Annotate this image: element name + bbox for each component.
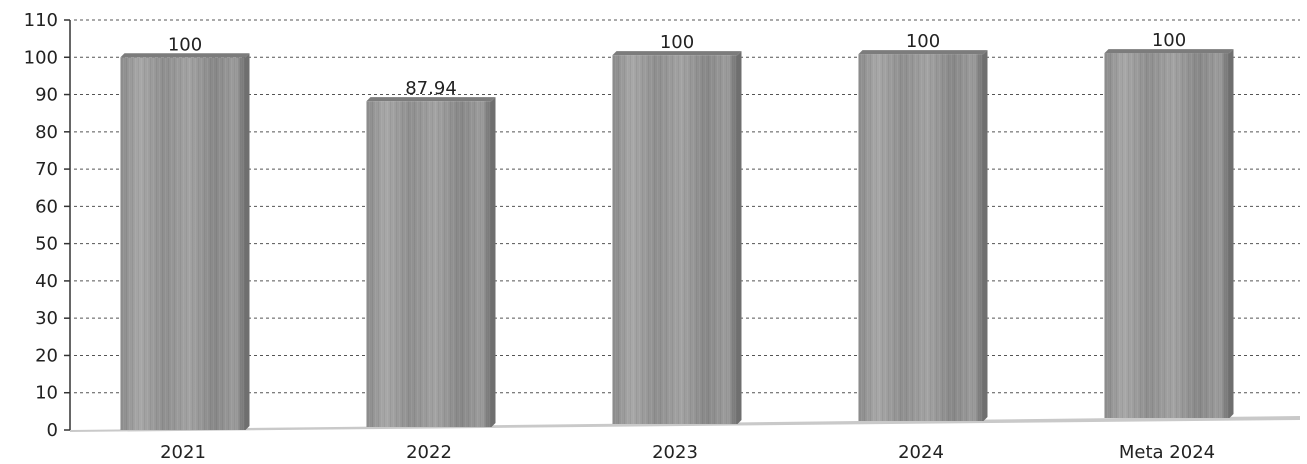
x-category-label: 2024 (898, 442, 944, 463)
labels: 0 10 20 30 40 50 60 70 80 90 100 110 100 2021 87.94 202… (24, 10, 1215, 463)
data-label: 100 (660, 32, 694, 53)
y-tick-label: 100 (24, 47, 58, 68)
bar-side (983, 50, 988, 421)
y-tick-label: 30 (35, 308, 58, 329)
bar-texture (612, 55, 738, 424)
y-tick-label: 110 (24, 10, 58, 31)
y-axis (64, 19, 71, 431)
x-category-label: 2021 (160, 442, 206, 463)
bar-texture (1104, 53, 1230, 419)
data-label: 87.94 (405, 78, 457, 99)
y-tick-label: 20 (35, 345, 58, 366)
y-tick-label: 40 (35, 271, 58, 292)
bar-top (120, 53, 250, 58)
bars (120, 49, 1234, 430)
bar-side (1229, 49, 1234, 419)
bar-side (491, 97, 496, 427)
data-label: 100 (906, 31, 940, 52)
x-category-label: 2022 (406, 442, 452, 463)
y-tick-label: 80 (35, 122, 58, 143)
y-tick-label: 90 (35, 85, 58, 106)
bar-side (245, 53, 250, 430)
x-category-label: 2023 (652, 442, 698, 463)
y-tick-label: 0 (47, 420, 58, 441)
bar-texture (120, 57, 246, 430)
bar-top (858, 50, 988, 55)
data-label: 100 (1152, 30, 1186, 51)
y-tick-label: 10 (35, 383, 58, 404)
bar-side (737, 51, 742, 424)
x-category-label: Meta 2024 (1119, 442, 1215, 463)
data-label: 100 (168, 34, 202, 55)
bar-top (612, 51, 742, 56)
y-tick-label: 60 (35, 196, 58, 217)
bar-top (1104, 49, 1234, 54)
bar-texture (366, 101, 492, 427)
y-tick-label: 70 (35, 159, 58, 180)
bar-texture (858, 54, 984, 421)
bar-top (366, 97, 496, 102)
y-tick-label: 50 (35, 234, 58, 255)
